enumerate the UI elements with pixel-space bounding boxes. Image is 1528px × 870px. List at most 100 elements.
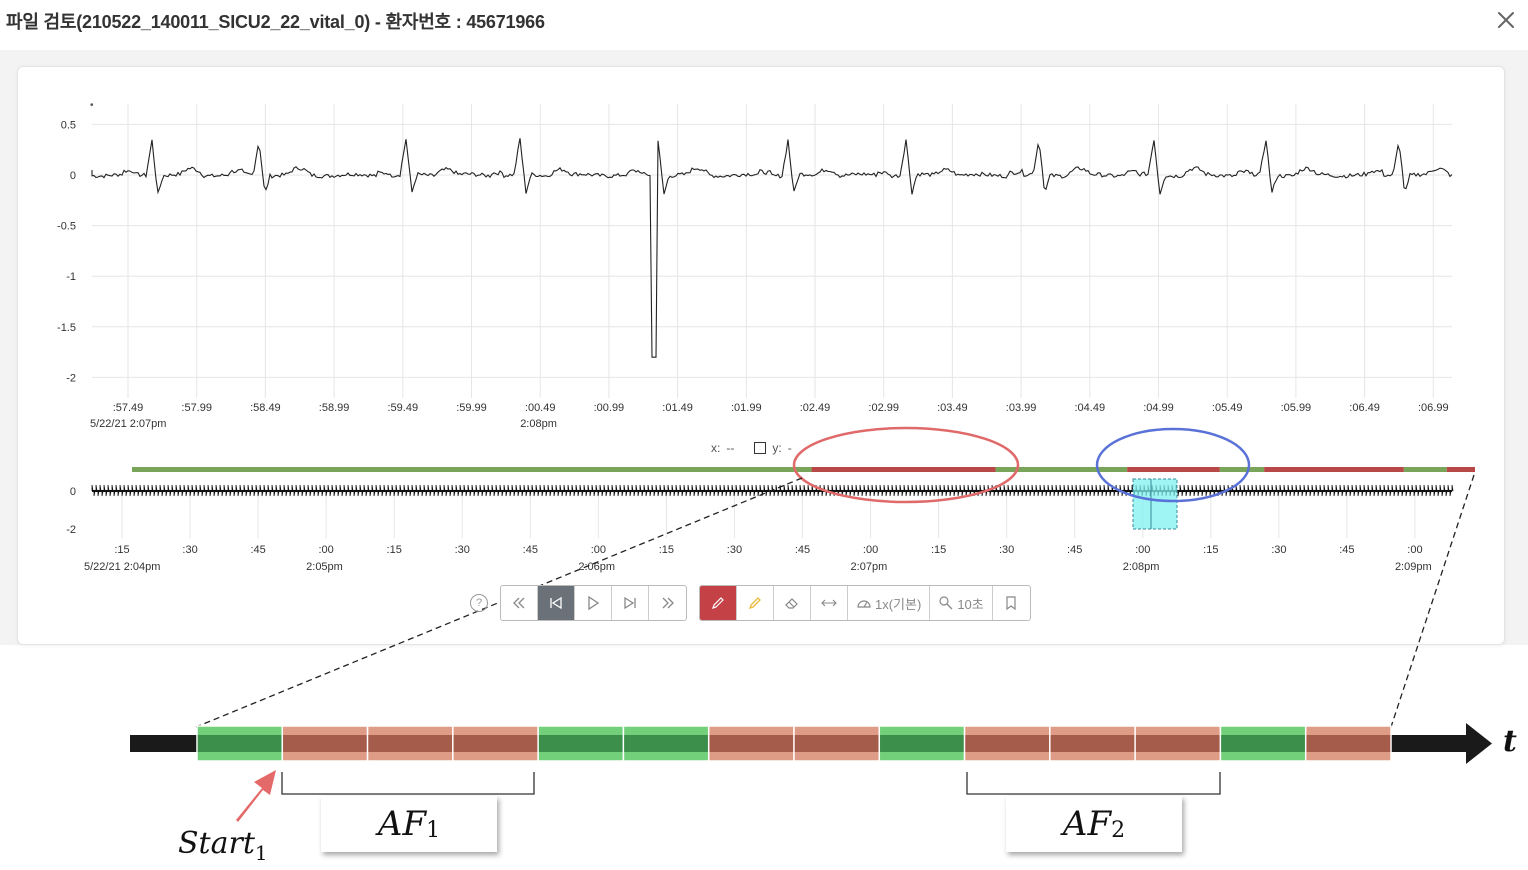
ecg-x-tick-label: :04.99: [1143, 402, 1174, 414]
timeline-normal-block-band: [538, 735, 623, 752]
timeline-af-block-band: [368, 735, 453, 752]
start-arrow: [236, 770, 276, 822]
overview-x-sub-label: 5/22/21 2:04pm: [84, 561, 160, 573]
ecg-x-tick-label: :00.49: [525, 402, 556, 414]
af1-subscript: 1: [426, 817, 441, 843]
y-checkbox[interactable]: [754, 442, 767, 454]
pen-icon: [712, 597, 724, 609]
speed-label: 1x(기본): [875, 596, 922, 612]
bookmark-button[interactable]: [993, 586, 1030, 620]
overview-y-tick-label: -2: [66, 524, 76, 536]
overview-y-tick-label: 0: [70, 486, 76, 498]
highlighter-icon: [748, 597, 761, 610]
start-label-text: Start: [178, 826, 255, 861]
overview-x-tick-label: :45: [1339, 544, 1354, 556]
ecg-x-tick-label: :02.49: [800, 402, 831, 414]
skip-back-button[interactable]: [538, 586, 575, 620]
timeline-af-block-band: [1135, 735, 1220, 752]
speed-button[interactable]: 1x(기본): [848, 586, 931, 620]
eraser-icon: [785, 598, 798, 609]
overview-x-tick-label: :15: [659, 544, 674, 556]
ecg-x-tick-label: :06.49: [1349, 402, 1380, 414]
label-bar-af-segment: [1127, 467, 1220, 472]
ecg-y-axis: 0.5 0 -0.5 -1 -1.5 -2: [57, 119, 76, 384]
stretch-icon: [821, 599, 837, 607]
overview-y-axis: 0 -2: [66, 486, 76, 536]
label-bar-af-segment: [1446, 467, 1475, 472]
ecg-x-tick-label: :57.99: [181, 402, 212, 414]
overview-x-tick-label: :45: [523, 544, 538, 556]
overview-x-tick-label: :30: [182, 544, 197, 556]
overview-grid: [121, 485, 1416, 538]
overview-chart[interactable]: 0 -2 :15:30:45:00:15:30:45:00:15:30:45:00…: [0, 455, 1528, 580]
overview-x-sub-label: 2:08pm: [1123, 561, 1160, 573]
eraser-button[interactable]: [774, 586, 811, 620]
af1-label-box: AF 1: [321, 796, 497, 852]
ecg-chart[interactable]: 0.5 0 -0.5 -1 -1.5 -2 :57.49:57.99:58.49:58.9…: [0, 0, 1528, 440]
timeline-axis-right: [1391, 735, 1469, 752]
window-title: 파일 검토(210522_140011_SICU2_22_vital_0) - …: [6, 12, 545, 32]
label-bar-normal-segment: [1403, 467, 1447, 472]
ecg-y-tick-label: -1.5: [57, 322, 76, 334]
playback-controls: [500, 585, 687, 621]
overview-x-sub-label: 2:07pm: [851, 561, 888, 573]
label-bar[interactable]: [132, 467, 1475, 472]
timeline-normal-block-band: [197, 735, 282, 752]
help-icon[interactable]: ?: [470, 594, 488, 612]
timeline-af-block-band: [1306, 735, 1391, 752]
x-readout-value: --: [726, 441, 735, 455]
time-axis-label: t: [1503, 724, 1517, 759]
label-bar-af-segment: [1264, 467, 1404, 472]
ecg-x-tick-label: :59.99: [456, 402, 487, 414]
label-bar-normal-segment: [995, 467, 1128, 472]
timeline-diagram: [130, 723, 1492, 822]
ecg-x-tick-label: :58.99: [319, 402, 350, 414]
pen-button[interactable]: [700, 586, 737, 620]
overview-x-sub-label: 2:05pm: [306, 561, 343, 573]
annotation-tools: 1x(기본) 10초: [699, 585, 1031, 621]
start-label: Start1: [178, 826, 268, 865]
af2-bracket: [966, 772, 1221, 795]
ecg-x-tick-label: :05.99: [1281, 402, 1312, 414]
forward-fast-button[interactable]: [649, 586, 686, 620]
overview-x-sub-label: 2:09pm: [1395, 561, 1432, 573]
overview-x-tick-label: :00: [863, 544, 878, 556]
timeline-normal-block-band: [1221, 735, 1305, 752]
overview-x-tick-label: :30: [999, 544, 1014, 556]
overview-x-tick-label: :30: [1271, 544, 1286, 556]
bookmark-icon: [1006, 596, 1016, 611]
highlighter-button[interactable]: [737, 586, 774, 620]
play-button[interactable]: [575, 586, 612, 620]
timeline-normal-block-band: [624, 735, 708, 752]
selection-window[interactable]: [1132, 478, 1178, 530]
overview-x-tick-label: :15: [387, 544, 402, 556]
skip-forward-button[interactable]: [612, 586, 649, 620]
zoom-icon: [939, 596, 953, 610]
timeline-normal-block-band: [880, 735, 964, 752]
stretch-button[interactable]: [811, 586, 848, 620]
timeline-af-block-band: [709, 735, 794, 752]
rewind-fast-button[interactable]: [501, 586, 538, 620]
y-readout-label: y:: [772, 441, 782, 455]
ecg-x-tick-label: :04.49: [1075, 402, 1106, 414]
skip-forward-icon: [624, 596, 636, 610]
overview-x-tick-label: :00: [319, 544, 334, 556]
ecg-y-tick-label: -0.5: [57, 221, 76, 233]
ecg-x-sub-label: 5/22/21 2:07pm: [90, 418, 166, 430]
x-readout-label: x:: [711, 441, 721, 455]
ecg-x-axis: :57.49:57.99:58.49:58.99:59.49:59.99:00.…: [90, 402, 1449, 430]
ecg-x-tick-label: :06.99: [1418, 402, 1449, 414]
timeline-af-block-band: [453, 735, 538, 752]
ecg-y-tick-label: 0: [70, 170, 76, 182]
zoom-button[interactable]: 10초: [930, 586, 993, 620]
close-icon[interactable]: [1494, 8, 1518, 32]
overview-x-tick-label: :45: [795, 544, 810, 556]
ecg-x-sub-label: 2:08pm: [520, 418, 557, 430]
overview-x-tick-label: :00: [1135, 544, 1150, 556]
ecg-x-tick-label: :01.49: [662, 402, 693, 414]
cursor-readout: x: -- y: -: [711, 441, 792, 455]
forward-fast-icon: [662, 597, 674, 609]
label-bar-normal-segment: [132, 467, 812, 472]
overview-x-sub-label: 2:06pm: [578, 561, 615, 573]
ecg-x-tick-label: :05.49: [1212, 402, 1243, 414]
